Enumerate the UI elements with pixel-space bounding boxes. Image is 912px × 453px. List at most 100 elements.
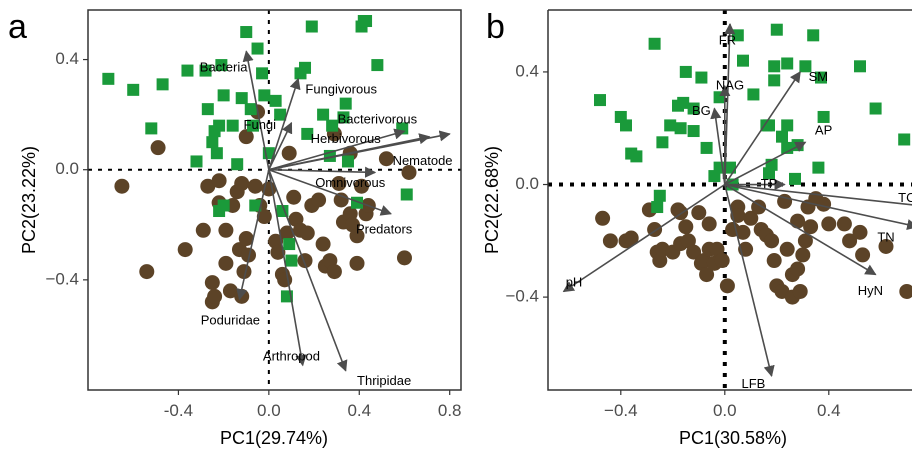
panel-a-vector-label-arthropod: Arthropod [263,348,320,363]
panel-a-brown-point [114,178,130,194]
panel-b-brown-point [699,267,715,283]
panel-b-brown-point [797,233,813,249]
panel-a-green-point [299,61,312,74]
panel-b-green-point [817,110,830,123]
panel-a-brown-point [315,236,331,252]
panel-a-y-tick-label: 0.0 [55,159,79,178]
panel-a-brown-point [207,288,223,304]
panel-a-brown-point [238,129,254,145]
panel-a-green-point [396,122,409,135]
panel-b-green-point [768,74,781,87]
panel-a-green-point [256,67,269,80]
panel-a-x-tick-label: 0.4 [347,401,371,420]
panel-b-green-point [776,130,788,143]
panel-a-vector-label-bacteria: Bacteria [200,59,248,74]
panel-a-x-tick-label: 0.0 [257,401,281,420]
panel-a-green-point [400,188,413,201]
panel-a-brown-point [331,175,347,191]
panel-a-green-point [337,111,350,124]
panel-a-y-tick-label: −0.4 [45,269,79,288]
panel-a-vector-poduridae [236,169,270,301]
panel-a-green-point [226,119,239,132]
panel-b-brown-point [701,216,717,232]
panel-a-vector-label-omnivorous: Omnivorous [315,175,386,190]
panel-b-vector-sm [724,70,801,185]
panel-b-green-point [679,65,692,78]
panel-b-green-point [737,54,749,67]
panel-a-brown-point [311,192,327,208]
panel-b-green-point [700,141,713,154]
panel-a-vector-predators [268,168,392,216]
panel-b-green-point [656,136,669,149]
panel-b-brown-point [735,224,751,240]
panel-a-vector-label-herbivorous: Herbivorous [311,131,382,146]
panel-a-brown-point [222,283,238,299]
panel-b-vector-label-hyn: HyN [858,283,883,298]
panel-a-brown-point [281,145,297,161]
panel-a-green-point [102,72,115,85]
panel-b-brown-point [691,205,707,221]
panel-b-x-tick-label: −0.4 [604,401,638,420]
panel-a-green-point [201,103,214,116]
panel-a-brown-point [211,173,227,189]
panel-b-brown-point [779,241,795,257]
panel-b-vector-label-bg: BG [692,103,711,118]
panel-b-letter: b [486,8,505,46]
panel-a-brown-point [378,151,394,167]
panel-b-green-point [677,96,690,109]
panel-b-green-point [747,88,760,101]
panel-a-axes: -0.4 0.0 0.4 0.8 −0.4 0.0 0.4 [45,49,461,420]
panel-b-brown-point [652,253,668,269]
panel-a-brown-point [401,164,417,180]
panel-a-green-point [274,108,287,121]
panel-a-vector-omnivorous [268,166,377,178]
panel-b-green-point [781,57,794,70]
panel-a-green-point [231,158,244,171]
panel-b-brown-point [816,196,832,212]
panel-b-brown-point [821,216,837,232]
panel-b-brown-point [803,219,819,235]
panel-b-brown-point [878,238,894,254]
panel-b-green-point [651,201,664,214]
panel-a-green-point [251,42,264,55]
panel-a-letter: a [8,8,27,46]
panel-a-green-point [247,119,260,132]
panel-a-brown-point [270,244,286,260]
panel-a-brown-point [234,175,250,191]
panel-b-brown-point [719,278,735,294]
panel-b-brown-point [623,230,639,246]
panel-a-vector-arthropod [268,169,307,367]
panel-b-vector-label-fr: FR [719,32,736,47]
panel-b-green-point [898,133,911,146]
panel-b-green-point [630,150,643,163]
panel-b-vector-label-tp: TP [761,176,778,191]
panel-a-y-tick-label: 0.4 [55,49,79,68]
panel-a-vector-thripidae [268,169,348,372]
panel-a-green-point [190,155,203,168]
panel-b-green-point [799,60,812,73]
panel-a-green-point [210,147,223,160]
panel-b-brown-point [714,253,730,269]
panel-a-green-point [360,15,373,28]
panel-b-brown-point [686,244,702,260]
panel-b-green-point [695,71,708,84]
panel-b-brown-point [764,233,780,249]
panel-a-vector-bacterivorous [268,128,406,171]
panel-b-green-point [781,119,794,132]
panel-a-green-point [127,83,140,96]
panel-b-green-point [653,189,666,202]
panel-b-vector-lfb [724,184,775,378]
panel-a-green-point [156,78,169,91]
panel-b-green-point [687,102,700,115]
panel-a-vector-label-fungivorous: Fungivorous [305,81,377,96]
panel-b-vector-ph [562,183,726,293]
panel-a-brown-point [204,275,220,291]
panel-a-vector-label-nematode: Nematode [393,153,453,168]
panel-b-brown-point [795,247,811,263]
panel-b-y-axis-title: PC2(22.68%) [482,146,502,254]
panel-b-vector-fr [724,22,736,185]
panel-b-brown-point [678,219,694,235]
panel-b-green-point [815,71,827,84]
panel-a-brown-point [299,225,315,241]
panel-b-brown-point [852,224,868,240]
